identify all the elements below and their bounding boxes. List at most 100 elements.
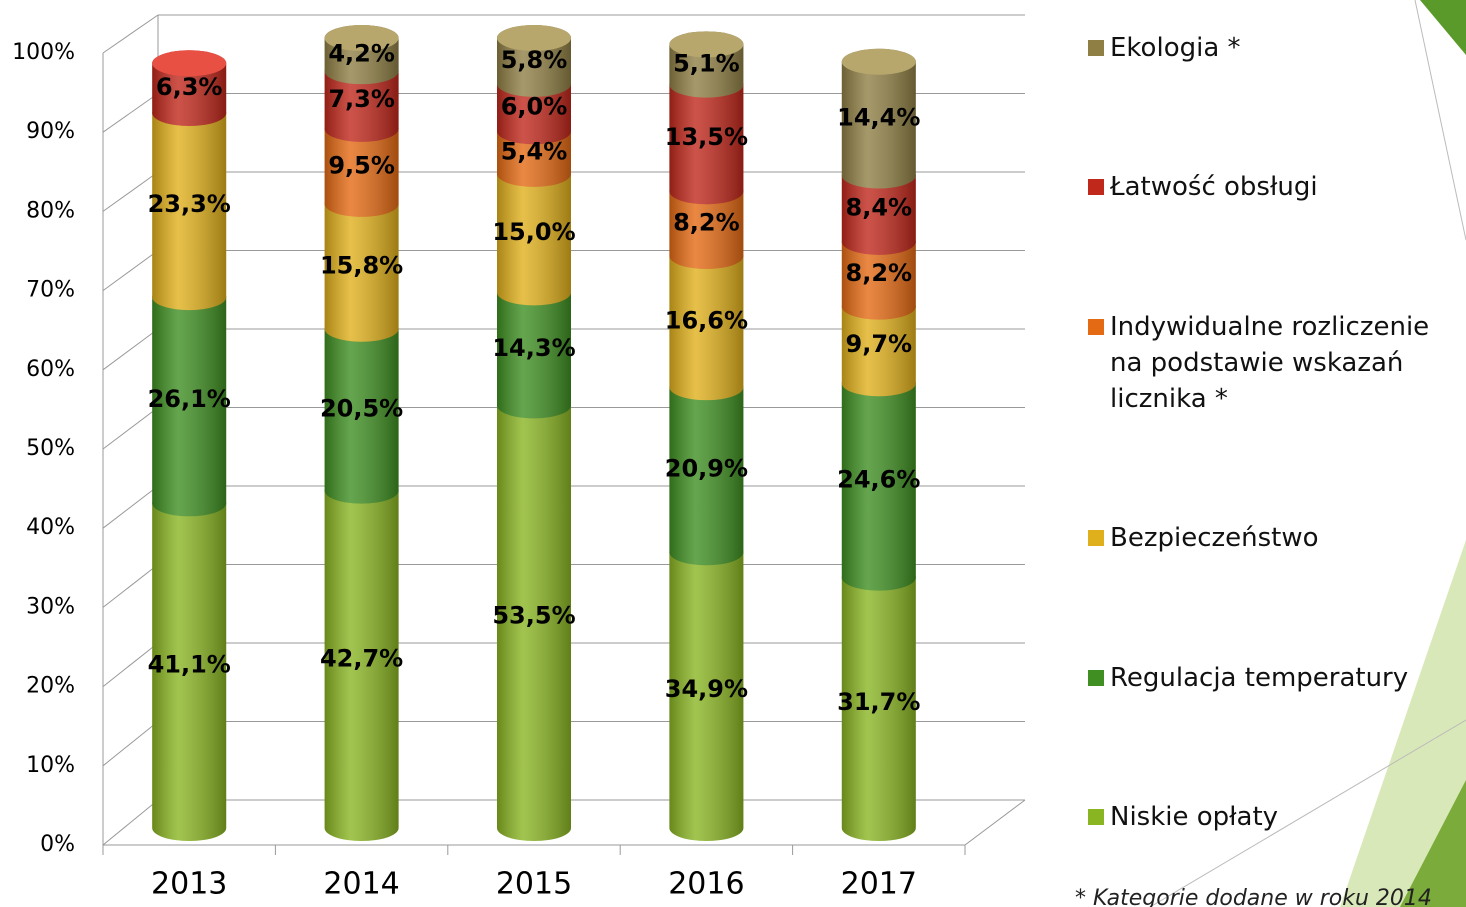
legend-swatch — [1088, 530, 1104, 547]
cylinder-shading — [841, 370, 916, 591]
decoration — [1340, 540, 1466, 907]
legend-label: Indywidualne rozliczenie na podstawie ws… — [1110, 311, 1430, 414]
cylinder-top — [152, 50, 227, 77]
cylinder-shading — [669, 71, 744, 205]
legend-item: Niskie opłaty — [1088, 799, 1458, 835]
value-label: 14,4% — [837, 104, 920, 132]
cylinder-shading — [497, 279, 571, 419]
value-label: 16,6% — [665, 307, 748, 335]
legend-item: Bezpieczeństwo — [1088, 520, 1458, 556]
value-label: 6,3% — [156, 73, 223, 101]
y-tick-label: 20% — [26, 674, 75, 699]
cylinder-shading — [324, 315, 399, 504]
grid-line — [102, 564, 159, 608]
y-tick-label: 30% — [26, 594, 75, 619]
legend-item: Ekologia * — [1088, 30, 1458, 66]
grid-line — [102, 642, 159, 687]
value-label: 5,4% — [501, 138, 568, 166]
grid-line — [102, 485, 159, 529]
value-label: 53,5% — [492, 602, 575, 630]
legend-label: Ekologia * — [1110, 33, 1241, 63]
cylinder-shading — [841, 293, 916, 397]
value-label: 5,1% — [673, 49, 740, 77]
x-tick-label: 2016 — [668, 867, 744, 902]
grid-line — [102, 14, 159, 54]
value-label: 8,4% — [846, 194, 913, 222]
value-label: 5,8% — [501, 46, 568, 74]
value-label: 41,1% — [148, 651, 231, 679]
x-tick-label: 2015 — [496, 867, 572, 902]
cylinder-shading — [152, 490, 227, 841]
value-label: 31,7% — [837, 688, 920, 716]
legend-label: Regulacja temperatury — [1110, 662, 1409, 693]
footnote: * Kategorie dodane w roku 2014 — [1075, 886, 1432, 907]
cylinder-shading — [669, 374, 744, 566]
grid-line — [102, 171, 159, 212]
value-label: 6,0% — [501, 93, 568, 121]
decoration — [1400, 780, 1466, 907]
cylinder-shading — [152, 100, 227, 311]
legend: Ekologia * Łatwość obsługi Indywidualne ro… — [1088, 30, 1458, 835]
cylinder-top — [324, 25, 399, 51]
cylinder-shading — [152, 284, 227, 517]
y-tick-label: 60% — [26, 357, 75, 382]
y-tick-label: 80% — [26, 198, 75, 223]
value-label: 26,1% — [148, 385, 231, 413]
value-label: 4,2% — [328, 40, 395, 68]
value-label: 7,3% — [328, 85, 395, 113]
legend-swatch — [1088, 179, 1104, 196]
value-label: 9,5% — [328, 151, 395, 179]
x-tick-label: 2017 — [841, 867, 917, 902]
legend-swatch — [1088, 808, 1104, 825]
cylinder-shading — [324, 115, 399, 217]
cylinder-shading — [669, 243, 744, 401]
y-tick-label: 70% — [26, 278, 75, 303]
decoration — [1149, 719, 1466, 907]
x-tick-label: 2014 — [323, 867, 399, 902]
value-label: 8,2% — [673, 209, 740, 237]
value-label: 42,7% — [320, 644, 403, 672]
x-tick-label: 2013 — [151, 867, 227, 902]
cylinder-shading — [669, 539, 744, 841]
cylinder-top — [841, 48, 916, 75]
y-tick-label: 100% — [12, 40, 75, 65]
y-tick-label: 10% — [26, 753, 75, 778]
legend-item: Łatwość obsługi — [1088, 169, 1458, 205]
decoration — [1420, 0, 1466, 55]
y-tick-label: 90% — [26, 119, 75, 144]
cylinder-top — [669, 31, 744, 58]
grid-line — [102, 721, 159, 767]
cylinder-shading — [841, 48, 916, 189]
value-label: 34,9% — [665, 675, 748, 703]
value-label: 20,9% — [665, 455, 748, 483]
cylinder-shading — [841, 564, 916, 841]
grid-line — [102, 407, 159, 450]
cylinder-shading — [497, 392, 571, 841]
cylinder-shading — [324, 190, 399, 342]
legend-label: Niskie opłaty — [1110, 801, 1279, 832]
cylinder-shading — [497, 160, 571, 306]
y-tick-label: 40% — [26, 515, 75, 540]
legend-swatch — [1088, 669, 1104, 686]
legend-item: Regulacja temperatury — [1088, 660, 1458, 696]
value-label: 8,2% — [846, 259, 913, 287]
legend-label: Łatwość obsługi — [1110, 172, 1318, 203]
cylinder-top — [497, 25, 571, 51]
value-label: 13,5% — [665, 123, 748, 151]
legend-item: Indywidualne rozliczenie na podstawie ws… — [1088, 309, 1458, 417]
grid-line — [102, 328, 159, 371]
grid-line — [102, 250, 159, 292]
decoration — [1414, 0, 1466, 241]
grid-line — [102, 799, 159, 846]
legend-swatch — [1088, 318, 1104, 335]
y-tick-label: 0% — [40, 832, 75, 857]
value-label: 14,3% — [492, 334, 575, 362]
legend-swatch — [1088, 40, 1104, 56]
value-label: 15,8% — [320, 251, 403, 279]
value-label: 23,3% — [148, 190, 231, 218]
y-tick-label: 50% — [26, 436, 75, 461]
value-label: 9,7% — [846, 330, 913, 358]
value-label: 20,5% — [320, 395, 403, 423]
